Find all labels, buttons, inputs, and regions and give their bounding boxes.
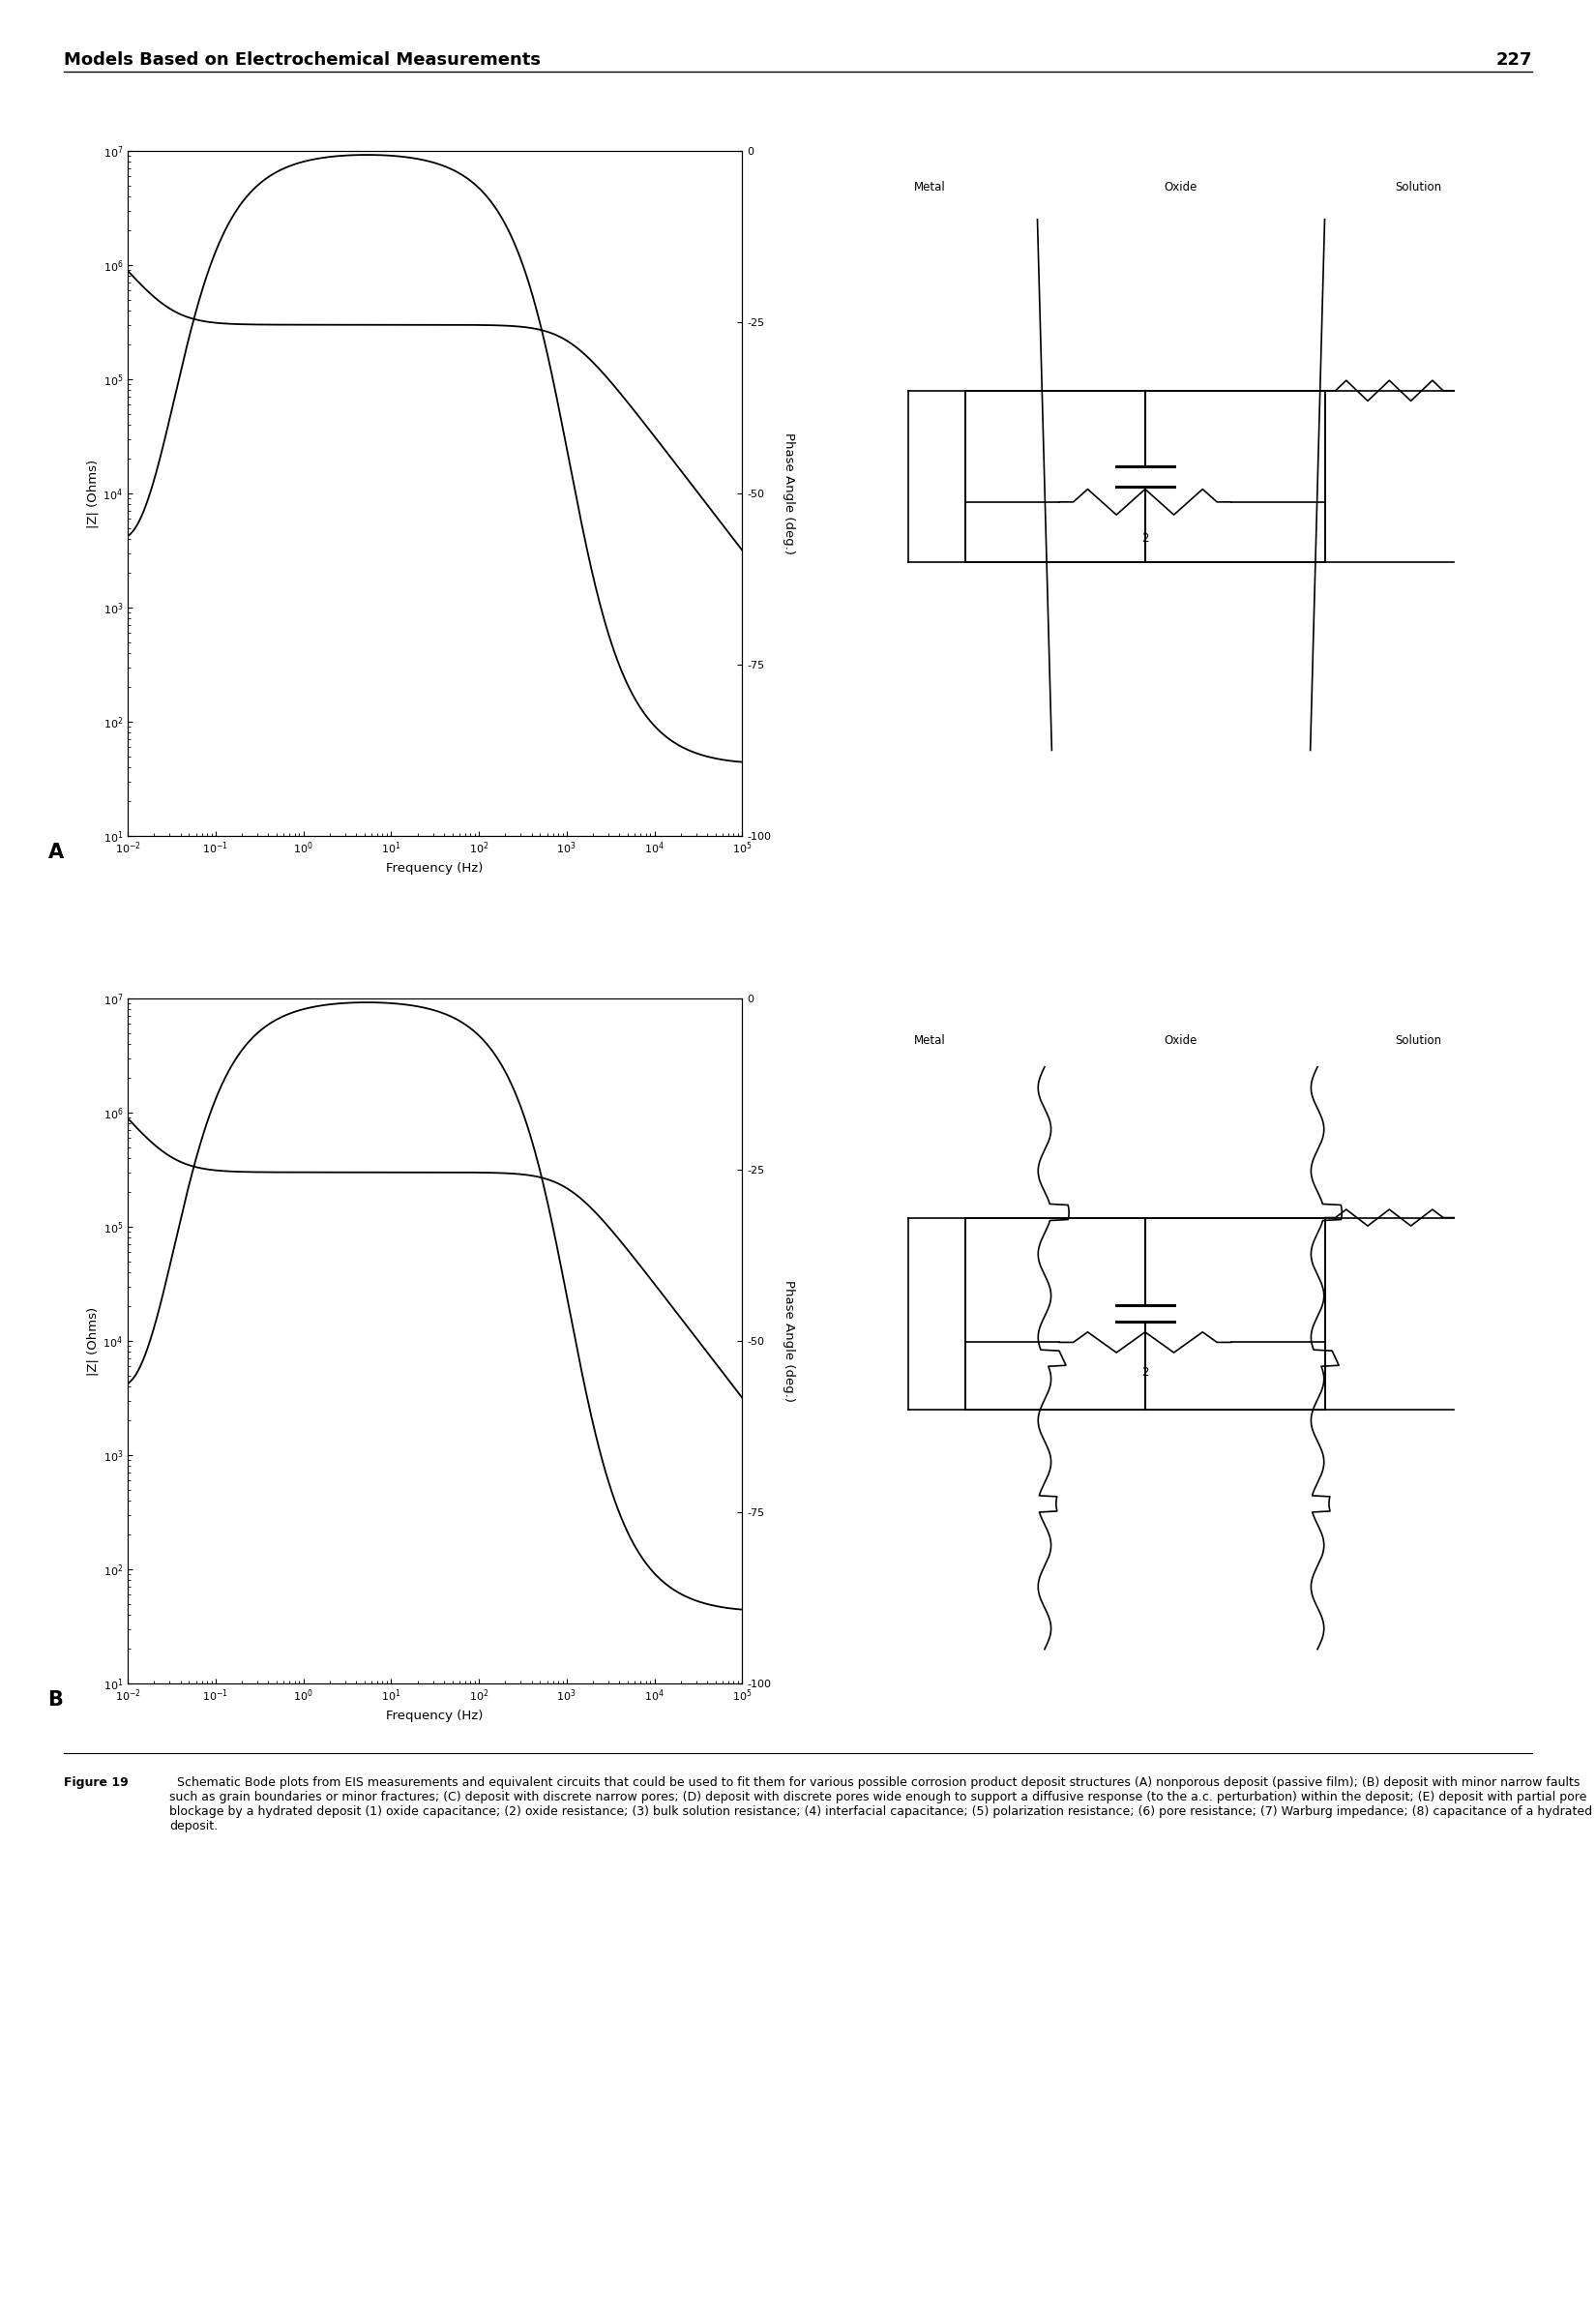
X-axis label: Frequency (Hz): Frequency (Hz) <box>386 861 484 875</box>
Text: Metal: Metal <box>915 181 945 193</box>
Y-axis label: Phase Angle (deg.): Phase Angle (deg.) <box>782 1279 795 1402</box>
Y-axis label: |Z| (Ohms): |Z| (Ohms) <box>86 1307 99 1375</box>
Text: Models Based on Electrochemical Measurements: Models Based on Electrochemical Measurem… <box>64 51 541 67</box>
Text: A: A <box>48 843 64 861</box>
Text: Metal: Metal <box>915 1033 945 1047</box>
Text: B: B <box>48 1690 64 1709</box>
Text: 2: 2 <box>1141 1365 1149 1379</box>
Y-axis label: |Z| (Ohms): |Z| (Ohms) <box>86 460 99 527</box>
Text: Solution: Solution <box>1395 1033 1441 1047</box>
Text: Schematic Bode plots from EIS measurements and equivalent circuits that could be: Schematic Bode plots from EIS measuremen… <box>169 1776 1593 1832</box>
Text: Oxide: Oxide <box>1165 1033 1197 1047</box>
Text: Figure 19: Figure 19 <box>64 1776 128 1788</box>
X-axis label: Frequency (Hz): Frequency (Hz) <box>386 1709 484 1723</box>
Y-axis label: Phase Angle (deg.): Phase Angle (deg.) <box>782 432 795 555</box>
Text: Solution: Solution <box>1395 181 1441 193</box>
Text: Oxide: Oxide <box>1165 181 1197 193</box>
Text: 227: 227 <box>1495 51 1532 67</box>
Text: 2: 2 <box>1141 532 1149 546</box>
